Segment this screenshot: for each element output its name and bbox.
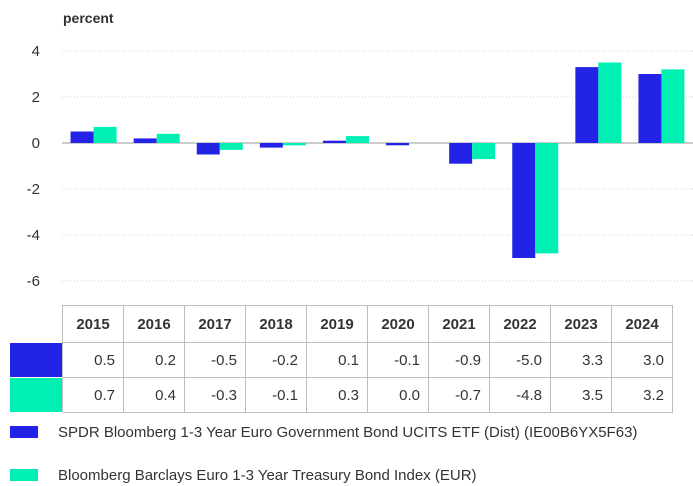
table-cell: -0.1 <box>245 377 307 413</box>
table-cell: 3.0 <box>611 342 673 378</box>
table-cell: 0.3 <box>306 377 368 413</box>
y-tick-label: -2 <box>27 181 40 198</box>
bar-series-1-2024 <box>638 74 662 143</box>
bar-series-2-2021 <box>472 143 496 160</box>
table-row-series-2: 0.7 0.4 -0.3 -0.1 0.3 0.0 -0.7 -4.8 3.5 … <box>9 377 673 413</box>
y-tick-label: 4 <box>32 43 40 60</box>
bar-series-1-2019 <box>322 140 346 143</box>
series-1-swatch <box>9 342 63 378</box>
series-2-swatch <box>9 377 63 413</box>
bar-series-1-2023 <box>575 67 599 143</box>
table-header-cell: 2015 <box>62 305 124 343</box>
table-cell: -0.1 <box>367 342 429 378</box>
bar-series-2-2015 <box>93 126 117 143</box>
table-header-cell: 2024 <box>611 305 673 343</box>
y-tick-label: 0 <box>32 135 40 152</box>
table-cell: 0.1 <box>306 342 368 378</box>
chart-plot: -6 -4 -2 0 2 4 <box>27 43 693 290</box>
bar-series-1-2016 <box>133 138 157 143</box>
table-cell: 3.3 <box>550 342 612 378</box>
y-tick-label: -6 <box>27 273 40 290</box>
bar-series-2-2018 <box>282 143 306 146</box>
table-header-cell: 2022 <box>489 305 551 343</box>
bar-series-2-2023 <box>598 62 622 143</box>
table-header-row: 2015 2016 2017 2018 2019 2020 2021 2022 … <box>9 305 673 343</box>
table-cell: -4.8 <box>489 377 551 413</box>
table-row-series-1: 0.5 0.2 -0.5 -0.2 0.1 -0.1 -0.9 -5.0 3.3… <box>9 342 673 378</box>
bar-series-2-2019 <box>345 136 369 143</box>
table-header-cell: 2018 <box>245 305 307 343</box>
bar-series-1-2021 <box>449 143 473 164</box>
legend-label: Bloomberg Barclays Euro 1-3 Year Treasur… <box>58 467 477 484</box>
data-table: 2015 2016 2017 2018 2019 2020 2021 2022 … <box>9 305 673 413</box>
bar-series-1-2018 <box>259 143 283 148</box>
table-cell: 0.5 <box>62 342 124 378</box>
y-tick-label: 2 <box>32 89 40 106</box>
table-corner <box>9 305 63 343</box>
table-cell: -0.3 <box>184 377 246 413</box>
y-axis-label: percent <box>63 10 114 26</box>
legend-swatch <box>10 426 38 438</box>
bar-series-1-2022 <box>512 143 536 258</box>
table-cell: 3.2 <box>611 377 673 413</box>
table-cell: -0.9 <box>428 342 490 378</box>
table-header-cell: 2020 <box>367 305 429 343</box>
table-header-cell: 2021 <box>428 305 490 343</box>
bar-series-1-2015 <box>70 131 94 143</box>
bar-series-2-2024 <box>661 69 685 143</box>
table-cell: 0.0 <box>367 377 429 413</box>
table-header-cell: 2016 <box>123 305 185 343</box>
table-cell: -0.5 <box>184 342 246 378</box>
legend-swatch <box>10 469 38 481</box>
table-cell: -5.0 <box>489 342 551 378</box>
table-header-cell: 2019 <box>306 305 368 343</box>
bar-series-1-2020 <box>386 143 410 146</box>
table-cell: -0.7 <box>428 377 490 413</box>
table-cell: 0.7 <box>62 377 124 413</box>
table-header-cell: 2017 <box>184 305 246 343</box>
bar-series-2-2022 <box>535 143 559 254</box>
table-cell: 0.4 <box>123 377 185 413</box>
series-1-swatch-fill <box>10 343 62 377</box>
bar-series-2-2017 <box>219 143 243 150</box>
table-cell: -0.2 <box>245 342 307 378</box>
bar-series-1-2017 <box>196 143 220 155</box>
bar-series-2-2016 <box>156 133 180 143</box>
legend-label: SPDR Bloomberg 1-3 Year Euro Government … <box>58 424 638 441</box>
y-tick-label: -4 <box>27 227 40 244</box>
series-2-swatch-fill <box>10 378 62 412</box>
table-cell: 3.5 <box>550 377 612 413</box>
table-header-cell: 2023 <box>550 305 612 343</box>
table-cell: 0.2 <box>123 342 185 378</box>
